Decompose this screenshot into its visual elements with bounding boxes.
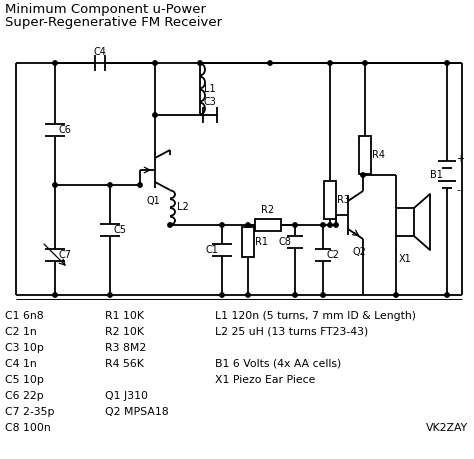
Text: C4 1n: C4 1n — [5, 359, 37, 369]
Bar — [324, 181, 336, 219]
Text: C6 22p: C6 22p — [5, 391, 44, 401]
Text: -: - — [456, 185, 460, 195]
Circle shape — [153, 113, 157, 117]
Text: C2: C2 — [327, 250, 340, 260]
Text: C1: C1 — [205, 245, 218, 255]
Text: Super-Regenerative FM Receiver: Super-Regenerative FM Receiver — [5, 16, 222, 29]
Circle shape — [328, 61, 332, 65]
Text: VK2ZAY: VK2ZAY — [426, 423, 468, 433]
Circle shape — [321, 223, 325, 227]
Bar — [396, 208, 414, 236]
Circle shape — [445, 61, 449, 65]
Text: L2 25 uH (13 turns FT23-43): L2 25 uH (13 turns FT23-43) — [215, 327, 368, 337]
Circle shape — [53, 61, 57, 65]
Text: C5: C5 — [114, 225, 127, 235]
Text: X1: X1 — [399, 254, 411, 264]
Bar — [255, 219, 281, 231]
Text: C8 100n: C8 100n — [5, 423, 51, 433]
Circle shape — [293, 223, 297, 227]
Text: Q1: Q1 — [146, 196, 160, 206]
Text: R4: R4 — [372, 150, 385, 160]
Text: L1: L1 — [204, 84, 216, 94]
Text: Q2 MPSA18: Q2 MPSA18 — [105, 407, 169, 417]
Circle shape — [138, 183, 142, 187]
Text: X1 Piezo Ear Piece: X1 Piezo Ear Piece — [215, 375, 315, 385]
Text: C6: C6 — [59, 125, 72, 135]
Text: L1 120n (5 turns, 7 mm ID & Length): L1 120n (5 turns, 7 mm ID & Length) — [215, 311, 416, 321]
Circle shape — [108, 183, 112, 187]
Circle shape — [246, 293, 250, 297]
Text: Q2: Q2 — [353, 247, 367, 257]
Bar — [359, 136, 371, 174]
Circle shape — [220, 293, 224, 297]
Circle shape — [153, 61, 157, 65]
Circle shape — [53, 293, 57, 297]
Circle shape — [198, 61, 202, 65]
Text: L2: L2 — [177, 202, 189, 213]
Circle shape — [53, 183, 57, 187]
Circle shape — [168, 223, 172, 227]
Text: R3 8M2: R3 8M2 — [105, 343, 146, 353]
Text: C5 10p: C5 10p — [5, 375, 44, 385]
Text: R3: R3 — [337, 195, 350, 205]
Circle shape — [363, 61, 367, 65]
Text: R2 10K: R2 10K — [105, 327, 144, 337]
Text: B1: B1 — [430, 170, 443, 180]
Text: C4: C4 — [93, 47, 107, 57]
Circle shape — [108, 293, 112, 297]
Text: R2: R2 — [262, 205, 274, 215]
Text: R1: R1 — [255, 237, 268, 247]
Text: C1 6n8: C1 6n8 — [5, 311, 44, 321]
Circle shape — [334, 223, 338, 227]
Text: C7 2-35p: C7 2-35p — [5, 407, 55, 417]
Circle shape — [394, 293, 398, 297]
Circle shape — [268, 61, 272, 65]
Circle shape — [328, 223, 332, 227]
Text: B1 6 Volts (4x AA cells): B1 6 Volts (4x AA cells) — [215, 359, 341, 369]
Text: R1 10K: R1 10K — [105, 311, 144, 321]
Text: +: + — [456, 154, 464, 164]
Text: Minimum Component u-Power: Minimum Component u-Power — [5, 3, 206, 16]
Text: C7: C7 — [59, 250, 72, 260]
Text: C2 1n: C2 1n — [5, 327, 37, 337]
Circle shape — [445, 293, 449, 297]
Circle shape — [246, 223, 250, 227]
Circle shape — [220, 223, 224, 227]
Circle shape — [361, 173, 365, 177]
Text: C3: C3 — [203, 97, 217, 107]
Text: R4 56K: R4 56K — [105, 359, 144, 369]
Text: C8: C8 — [278, 237, 291, 247]
Bar — [242, 227, 254, 257]
Circle shape — [293, 293, 297, 297]
Text: C3 10p: C3 10p — [5, 343, 44, 353]
Circle shape — [321, 293, 325, 297]
Text: Q1 J310: Q1 J310 — [105, 391, 148, 401]
